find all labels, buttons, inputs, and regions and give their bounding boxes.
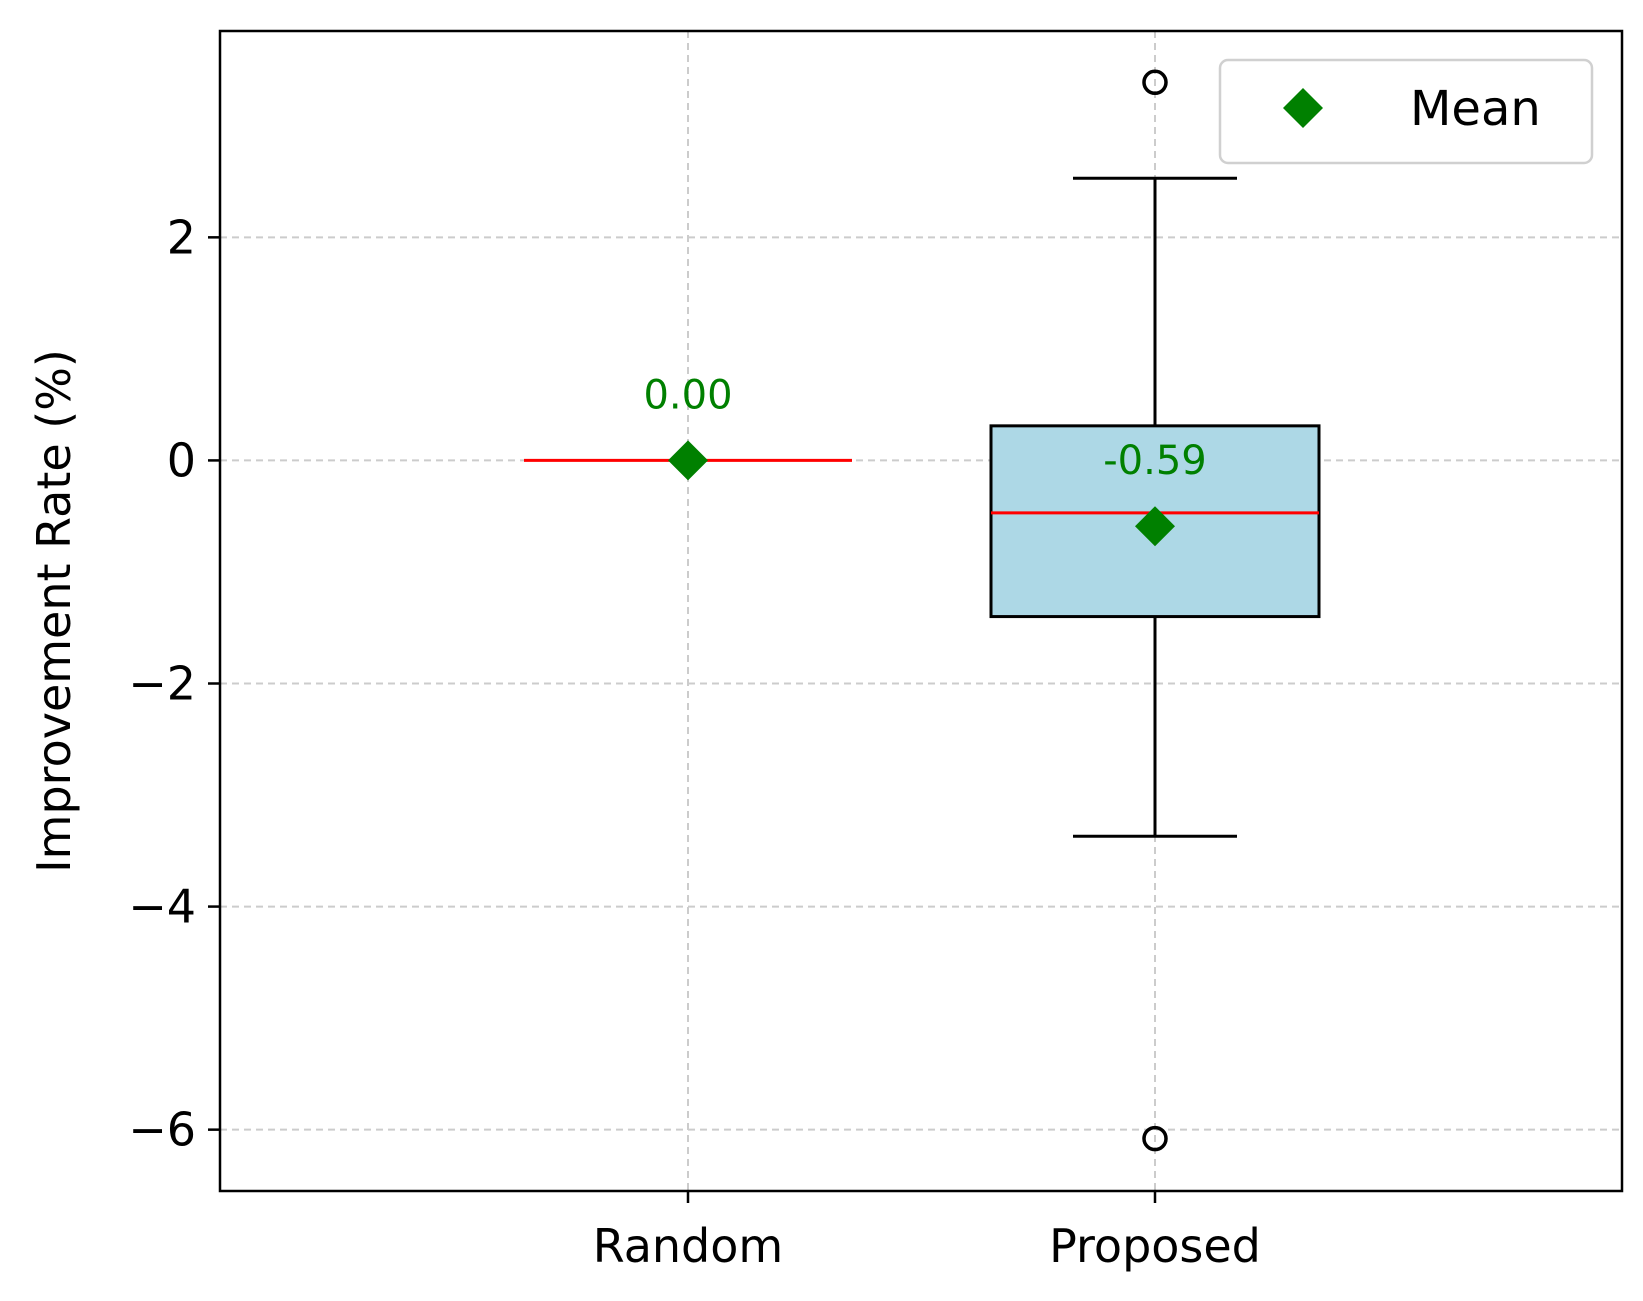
legend-mean-marker — [1283, 88, 1323, 128]
mean-marker — [1135, 506, 1175, 547]
mean-value-label: -0.59 — [1103, 438, 1207, 484]
legend-label-mean: Mean — [1410, 81, 1541, 137]
outlier-point — [1142, 1125, 1168, 1152]
axis-ticks: 2 0 −2 −4 −6 Random Proposed — [128, 210, 1261, 1273]
y-tick-label: 0 — [167, 433, 196, 487]
x-tick-label: Proposed — [1049, 1219, 1261, 1273]
outlier-point — [1142, 69, 1168, 96]
y-axis-label: Improvement Rate (%) — [27, 349, 81, 873]
y-tick-label: −2 — [128, 657, 196, 711]
y-tick-label: −6 — [128, 1103, 196, 1157]
legend-box — [1218, 58, 1594, 165]
legend: Mean — [1218, 58, 1594, 165]
mean-marker — [668, 440, 708, 481]
boxplot-random: 0.00 — [524, 372, 852, 481]
boxplot-proposed: -0.59 — [989, 69, 1321, 1152]
x-tick-label: Random — [593, 1219, 783, 1273]
mean-value-label: 0.00 — [643, 372, 732, 418]
y-tick-label: 2 — [167, 210, 196, 264]
boxplots: 0.00 -0.59 — [524, 69, 1321, 1152]
plot-frame — [218, 29, 1624, 1193]
y-tick-label: −4 — [128, 880, 196, 934]
